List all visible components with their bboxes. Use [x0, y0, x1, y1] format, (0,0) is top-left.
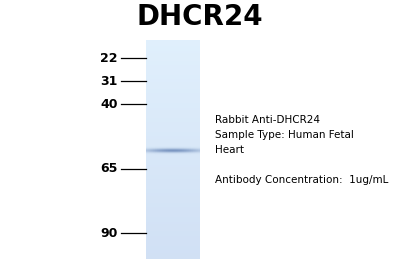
- Text: 65: 65: [100, 162, 118, 175]
- Text: Antibody Concentration:  1ug/mL: Antibody Concentration: 1ug/mL: [215, 175, 389, 184]
- Text: Heart: Heart: [215, 145, 244, 155]
- Text: DHCR24: DHCR24: [137, 3, 263, 31]
- Text: Rabbit Anti-DHCR24: Rabbit Anti-DHCR24: [215, 115, 320, 125]
- Text: 40: 40: [100, 98, 118, 111]
- Text: 90: 90: [100, 227, 118, 240]
- Text: 22: 22: [100, 52, 118, 65]
- Text: Sample Type: Human Fetal: Sample Type: Human Fetal: [215, 130, 354, 140]
- Text: 31: 31: [100, 75, 118, 88]
